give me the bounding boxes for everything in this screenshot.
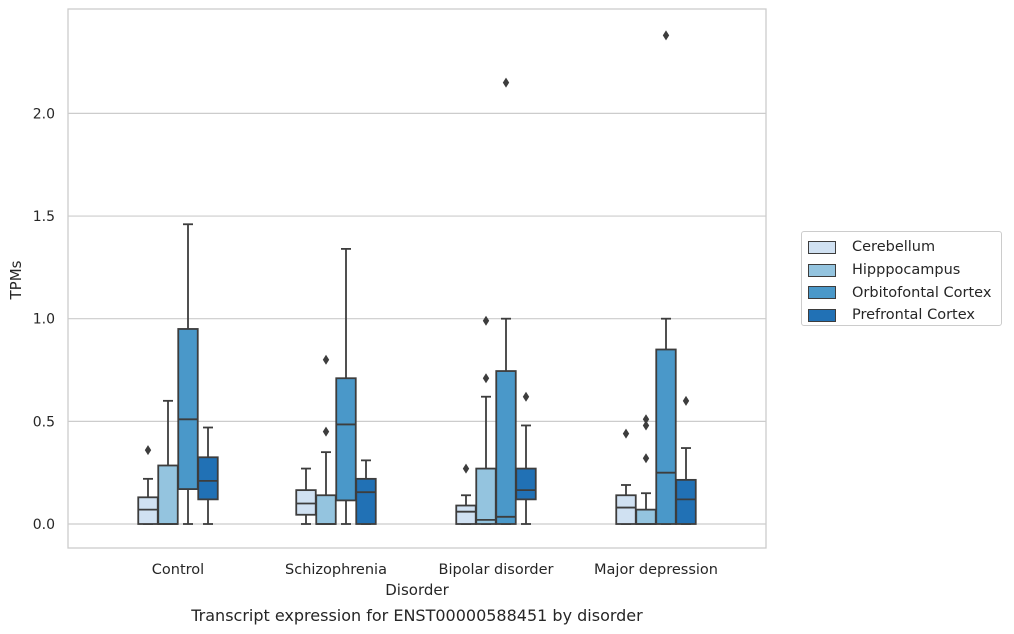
- box-iqr: [495, 370, 517, 525]
- box-hipppocampus: [635, 414, 657, 525]
- outlier-point: [662, 30, 670, 41]
- box-hipppocampus: [475, 315, 497, 525]
- legend-swatch: [808, 308, 836, 322]
- legend-item: Prefrontal Cortex: [808, 304, 1001, 327]
- outlier-point: [462, 463, 470, 474]
- box-iqr: [295, 489, 317, 516]
- box-iqr: [335, 377, 357, 502]
- box-iqr: [455, 504, 477, 525]
- box-iqr: [475, 467, 497, 525]
- box-iqr: [137, 496, 159, 525]
- outlier-point: [322, 354, 330, 365]
- outlier-point: [522, 391, 530, 402]
- outlier-point: [144, 445, 152, 456]
- box-iqr: [615, 494, 637, 525]
- box-orbitofontal-cortex: [495, 77, 517, 525]
- legend-swatch: [808, 240, 836, 254]
- legend-swatch: [808, 286, 836, 300]
- box-iqr: [177, 328, 199, 490]
- box-orbitofontal-cortex: [655, 30, 677, 525]
- outlier-point: [642, 414, 650, 425]
- outlier-point: [322, 426, 330, 437]
- box-orbitofontal-cortex: [177, 223, 199, 525]
- legend-item: Hipppocampus: [808, 259, 1001, 282]
- plot-frame: [67, 8, 767, 549]
- box-cerebellum: [137, 445, 159, 525]
- x-tick-label: Bipolar disorder: [439, 562, 554, 578]
- legend-swatch: [808, 263, 836, 277]
- y-tick-label: 0.5: [33, 414, 55, 430]
- outlier-point: [482, 315, 490, 326]
- legend-item: Orbitofontal Cortex: [808, 281, 1001, 304]
- x-tick-label: Schizophrenia: [285, 562, 387, 578]
- legend: Cerebellum Hipppocampus Orbitofontal Corte…: [801, 231, 1002, 326]
- box-iqr: [197, 456, 219, 501]
- box-iqr: [315, 494, 337, 525]
- x-tick-label: Major depression: [594, 562, 718, 578]
- box-cerebellum: [455, 463, 477, 525]
- x-axis-label: Disorder: [385, 581, 449, 599]
- box-orbitofontal-cortex: [335, 247, 357, 525]
- y-tick-label: 1.0: [33, 312, 55, 328]
- box-prefrontal-cortex: [197, 426, 219, 525]
- x-tick-labels: Control Schizophrenia Bipolar disorder Majo…: [152, 562, 718, 578]
- legend-label: Cerebellum: [852, 239, 936, 256]
- outlier-point: [682, 395, 690, 406]
- y-tick-label: 2.0: [33, 106, 55, 122]
- legend-label: Orbitofontal Cortex: [852, 284, 992, 301]
- box-cerebellum: [295, 467, 317, 525]
- outlier-point: [622, 428, 630, 439]
- box-iqr: [157, 464, 179, 525]
- legend-label: Hipppocampus: [852, 262, 961, 279]
- box-hipppocampus: [315, 354, 337, 525]
- outlier-point: [502, 77, 510, 88]
- box-prefrontal-cortex: [515, 391, 537, 525]
- box-iqr: [515, 467, 537, 501]
- outlier-point: [642, 420, 650, 431]
- legend-item: Cerebellum: [808, 236, 1001, 259]
- box-layer: [137, 30, 697, 525]
- x-tick-label: Control: [152, 562, 204, 578]
- box-iqr: [675, 478, 697, 525]
- legend-label: Prefrontal Cortex: [852, 307, 975, 324]
- box-iqr: [355, 477, 377, 525]
- outlier-point: [642, 453, 650, 464]
- box-prefrontal-cortex: [355, 459, 377, 525]
- box-iqr: [655, 348, 677, 525]
- outlier-point: [482, 373, 490, 384]
- box-iqr: [635, 508, 657, 525]
- y-tick-labels: 0.0 0.5 1.0 1.5 2.0: [33, 106, 55, 533]
- figure-caption: Transcript expression for ENST0000058845…: [191, 606, 643, 625]
- y-tick-label: 1.5: [33, 209, 55, 225]
- y-tick-label: 0.0: [33, 517, 55, 533]
- box-cerebellum: [615, 428, 637, 525]
- box-prefrontal-cortex: [675, 395, 697, 525]
- y-axis-label: TPMs: [7, 260, 25, 300]
- box-hipppocampus: [157, 399, 179, 525]
